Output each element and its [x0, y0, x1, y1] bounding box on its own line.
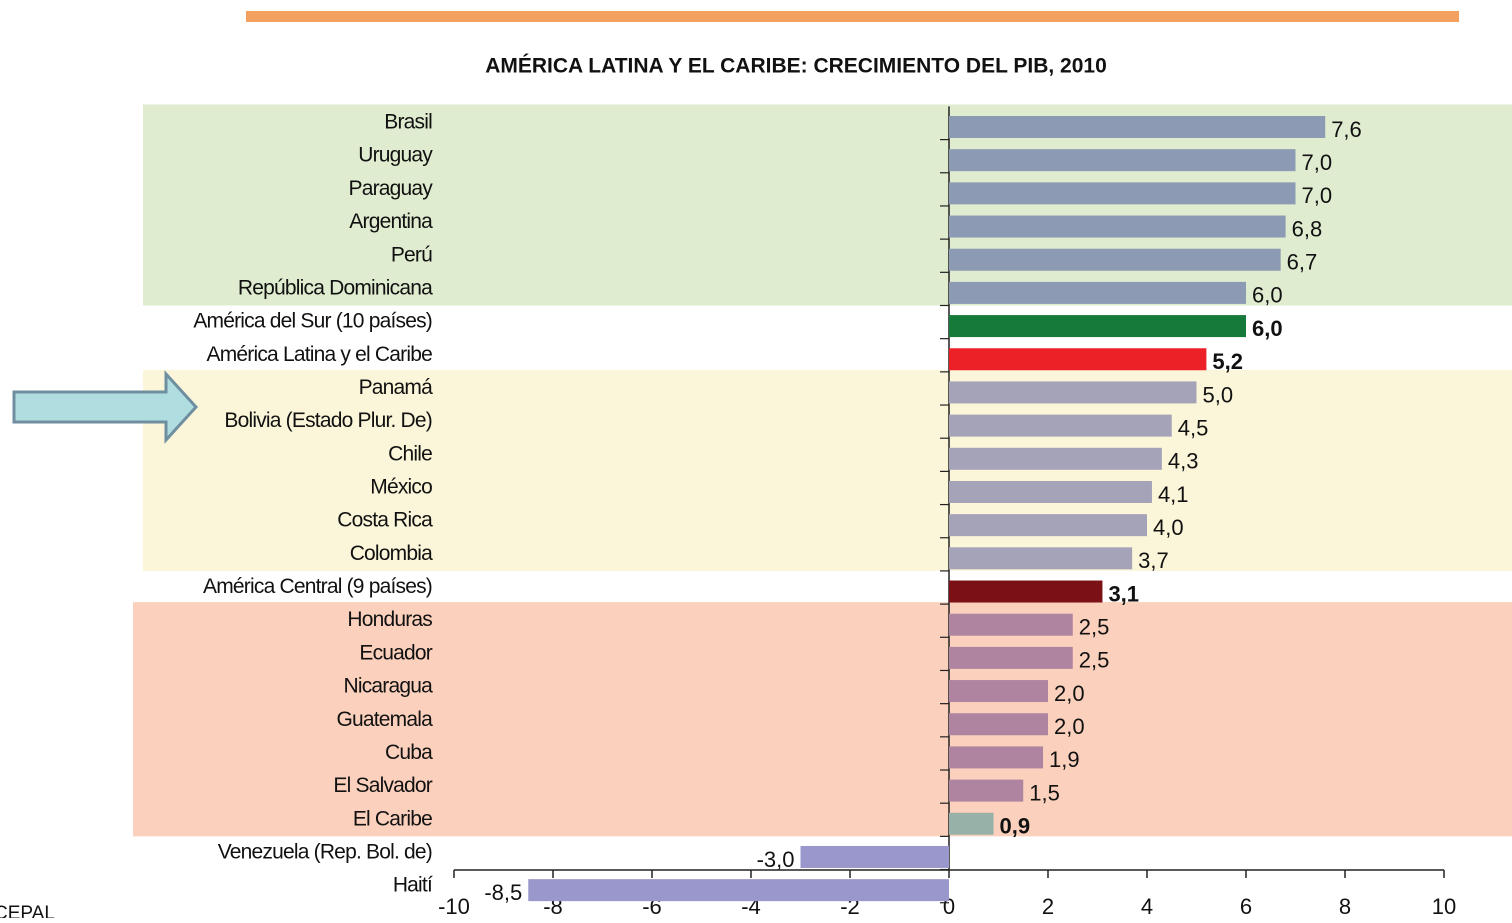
- bar: [949, 182, 1296, 205]
- value-label: 2,5: [1079, 648, 1110, 673]
- category-label: Uruguay: [358, 144, 433, 167]
- bar: [949, 248, 1281, 271]
- category-label: Perú: [391, 243, 432, 266]
- category-label: Honduras: [347, 608, 432, 631]
- bar: [949, 746, 1044, 769]
- bar: [949, 480, 1152, 503]
- value-label: 4,1: [1158, 482, 1189, 507]
- value-label: 4,3: [1168, 449, 1199, 474]
- category-label: Haití: [393, 874, 433, 897]
- x-tick-label: 6: [1240, 894, 1252, 918]
- bar: [949, 381, 1197, 404]
- value-label: 6,0: [1252, 283, 1283, 308]
- bar: [949, 812, 994, 835]
- value-label: 6,0: [1252, 316, 1283, 341]
- bar: [949, 680, 1048, 703]
- source: CEPAL: [0, 903, 55, 918]
- category-label: Bolivia (Estado Plur. De): [224, 409, 432, 432]
- value-label: 5,0: [1203, 382, 1234, 407]
- category-label: Cuba: [385, 741, 433, 764]
- x-tick-label: 10: [1432, 894, 1456, 918]
- value-label: 4,0: [1153, 515, 1184, 540]
- category-label: Costa Rica: [337, 509, 433, 532]
- value-label: -3,0: [757, 847, 795, 872]
- category-label: Paraguay: [349, 177, 434, 200]
- category-label: Chile: [388, 442, 432, 465]
- category-label: Ecuador: [359, 641, 432, 664]
- bar: [800, 845, 949, 868]
- value-label: 3,7: [1138, 548, 1169, 573]
- chart-title: AMÉRICA LATINA Y EL CARIBE: CRECIMIENTO …: [485, 55, 1107, 78]
- value-label: 5,2: [1212, 349, 1243, 374]
- value-label: 4,5: [1178, 415, 1209, 440]
- bar: [949, 281, 1246, 304]
- value-label: 6,7: [1287, 250, 1318, 275]
- bar: [949, 713, 1048, 736]
- value-label: 2,0: [1054, 714, 1085, 739]
- category-label: República Dominicana: [238, 276, 433, 299]
- category-label: Guatemala: [336, 708, 433, 731]
- category-label: Venezuela (Rep. Bol. de): [218, 841, 432, 864]
- value-label: -8,5: [484, 880, 522, 905]
- top-rule: [246, 11, 1459, 22]
- category-label: El Caribe: [353, 807, 432, 830]
- bar: [949, 215, 1286, 238]
- category-label: Brasil: [384, 111, 432, 134]
- value-label: 6,8: [1292, 216, 1323, 241]
- value-label: 3,1: [1108, 581, 1139, 606]
- bar: [949, 547, 1133, 570]
- value-label: 7,0: [1302, 183, 1333, 208]
- bar: [949, 613, 1073, 636]
- value-label: 2,0: [1054, 681, 1085, 706]
- category-label: El Salvador: [333, 774, 432, 797]
- category-label: América del Sur (10 países): [193, 310, 432, 333]
- x-tick-label: 2: [1042, 894, 1054, 918]
- bar: [949, 447, 1162, 470]
- category-label: Panamá: [359, 376, 434, 399]
- category-label: Argentina: [349, 210, 433, 233]
- bar: [949, 580, 1103, 603]
- value-label: 7,6: [1331, 117, 1362, 142]
- x-tick-label: 8: [1339, 894, 1351, 918]
- x-tick-label: -10: [438, 894, 470, 918]
- x-tick-label: 4: [1141, 894, 1153, 918]
- group-band: [143, 369, 1512, 571]
- bar: [949, 779, 1024, 802]
- category-label: Nicaragua: [343, 675, 433, 698]
- bar: [949, 348, 1207, 371]
- bar: [949, 149, 1296, 172]
- value-label: 1,9: [1049, 747, 1080, 772]
- category-label: México: [370, 476, 432, 499]
- category-label: América Latina y el Caribe: [207, 343, 433, 366]
- group-band: [133, 602, 1512, 837]
- value-label: 1,5: [1029, 780, 1060, 805]
- category-label: Colombia: [350, 542, 433, 565]
- value-label: 7,0: [1302, 150, 1333, 175]
- bar: [949, 116, 1326, 138]
- value-label: 0,9: [1000, 814, 1031, 839]
- category-label: América Central (9 países): [203, 575, 432, 598]
- arrow: [12, 370, 199, 444]
- value-label: 2,5: [1079, 615, 1110, 640]
- bar: [949, 514, 1147, 537]
- bar: [949, 414, 1172, 437]
- bar: [528, 879, 949, 902]
- bar: [949, 646, 1073, 669]
- bar: [949, 315, 1246, 338]
